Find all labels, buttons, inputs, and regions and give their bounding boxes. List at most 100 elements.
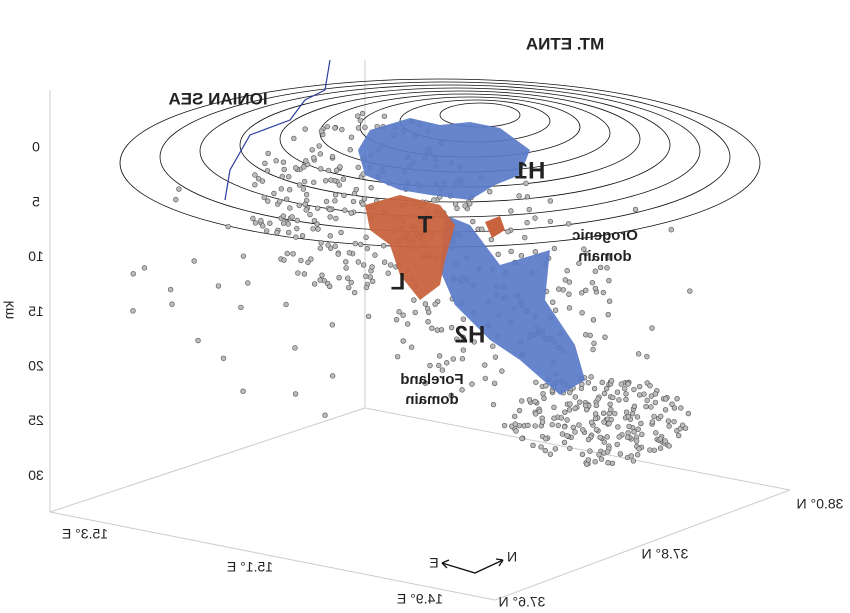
earthquake: [592, 285, 599, 292]
earthquake: [347, 147, 353, 153]
compass-arrows: [441, 558, 504, 574]
earthquake: [396, 309, 402, 315]
earthquake: [360, 262, 367, 268]
earthquake: [290, 251, 296, 257]
earthquake: [250, 215, 256, 222]
earthquake: [577, 399, 583, 405]
earthquake: [590, 317, 597, 323]
earthquake: [636, 383, 643, 390]
earthquake: [482, 375, 489, 382]
earthquake: [337, 164, 343, 170]
earthquake: [633, 438, 640, 444]
earthquake: [551, 415, 557, 421]
earthquake: [547, 198, 554, 204]
earthquake: [296, 182, 303, 188]
earthquake: [490, 343, 496, 349]
earthquake: [598, 456, 605, 462]
earthquake: [261, 194, 267, 201]
earthquake: [336, 274, 342, 281]
earthquake: [566, 279, 573, 285]
earthquake: [311, 155, 317, 161]
earthquake: [491, 380, 498, 386]
earthquake: [252, 181, 258, 188]
earthquake: [332, 198, 338, 204]
earthquake: [130, 308, 136, 314]
earthquake: [327, 233, 333, 239]
earthquake: [280, 213, 287, 219]
earthquake: [576, 260, 582, 267]
earthquake: [303, 191, 310, 198]
earthquake: [278, 186, 285, 192]
earthquake: [601, 439, 608, 445]
earthquake: [564, 417, 570, 423]
earthquake: [358, 241, 364, 248]
earthquake: [605, 254, 611, 261]
earthquake: [538, 444, 544, 450]
earthquake: [315, 226, 321, 232]
earthquake: [301, 178, 308, 185]
earthquake: [671, 405, 678, 411]
earthquake: [651, 447, 658, 453]
earthquake: [641, 391, 647, 397]
earthquake: [566, 389, 573, 396]
earthquake: [325, 167, 332, 174]
earthquake: [542, 447, 548, 454]
earthquake: [572, 405, 578, 412]
earthquake: [585, 457, 592, 463]
earthquake: [558, 415, 565, 421]
earthquake: [328, 177, 334, 183]
earthquake: [323, 198, 330, 205]
earthquake: [285, 229, 292, 236]
earthquake: [252, 172, 258, 178]
lat-tick-label: 37.8° N: [642, 546, 689, 562]
earthquake: [280, 220, 287, 227]
earthquake: [281, 166, 287, 173]
earthquake: [408, 344, 415, 350]
earthquake: [595, 396, 601, 402]
coastline: [224, 59, 331, 201]
earthquake: [265, 198, 271, 204]
earthquake: [547, 218, 554, 225]
earthquake: [422, 380, 429, 386]
earthquake: [482, 362, 488, 368]
earthquake: [350, 198, 357, 205]
earthquake: [429, 325, 435, 331]
earthquake: [353, 186, 359, 193]
earthquake: [587, 332, 593, 339]
earthquake: [632, 206, 639, 213]
earthquake: [329, 153, 336, 160]
earthquake: [623, 391, 629, 397]
earthquake: [329, 373, 336, 379]
earthquake: [631, 403, 638, 410]
t-body: [365, 195, 455, 300]
earthquake: [471, 339, 477, 345]
earthquake: [618, 381, 625, 387]
earthquake: [555, 286, 562, 292]
earthquake: [240, 388, 246, 394]
earthquake: [393, 316, 400, 323]
earthquake: [614, 389, 621, 395]
earthquake: [479, 226, 485, 232]
earthquake: [653, 430, 659, 436]
earthquake: [298, 257, 304, 264]
earthquake: [604, 265, 610, 271]
earthquake: [367, 274, 373, 280]
earthquake: [662, 407, 669, 413]
earthquake: [299, 233, 306, 239]
earthquake: [588, 419, 595, 426]
earthquake: [532, 398, 538, 405]
earthquake: [329, 322, 336, 328]
earthquake: [560, 287, 566, 293]
earthquake: [561, 424, 568, 430]
earthquake: [582, 402, 589, 409]
earthquake: [360, 201, 366, 207]
compass-north: N: [507, 549, 517, 565]
earthquake: [436, 362, 442, 369]
earthquake: [585, 436, 592, 443]
earthquake: [191, 258, 197, 264]
earthquake: [314, 205, 321, 211]
earthquake: [322, 412, 328, 418]
earthquake: [581, 246, 587, 252]
earthquake: [432, 301, 438, 307]
